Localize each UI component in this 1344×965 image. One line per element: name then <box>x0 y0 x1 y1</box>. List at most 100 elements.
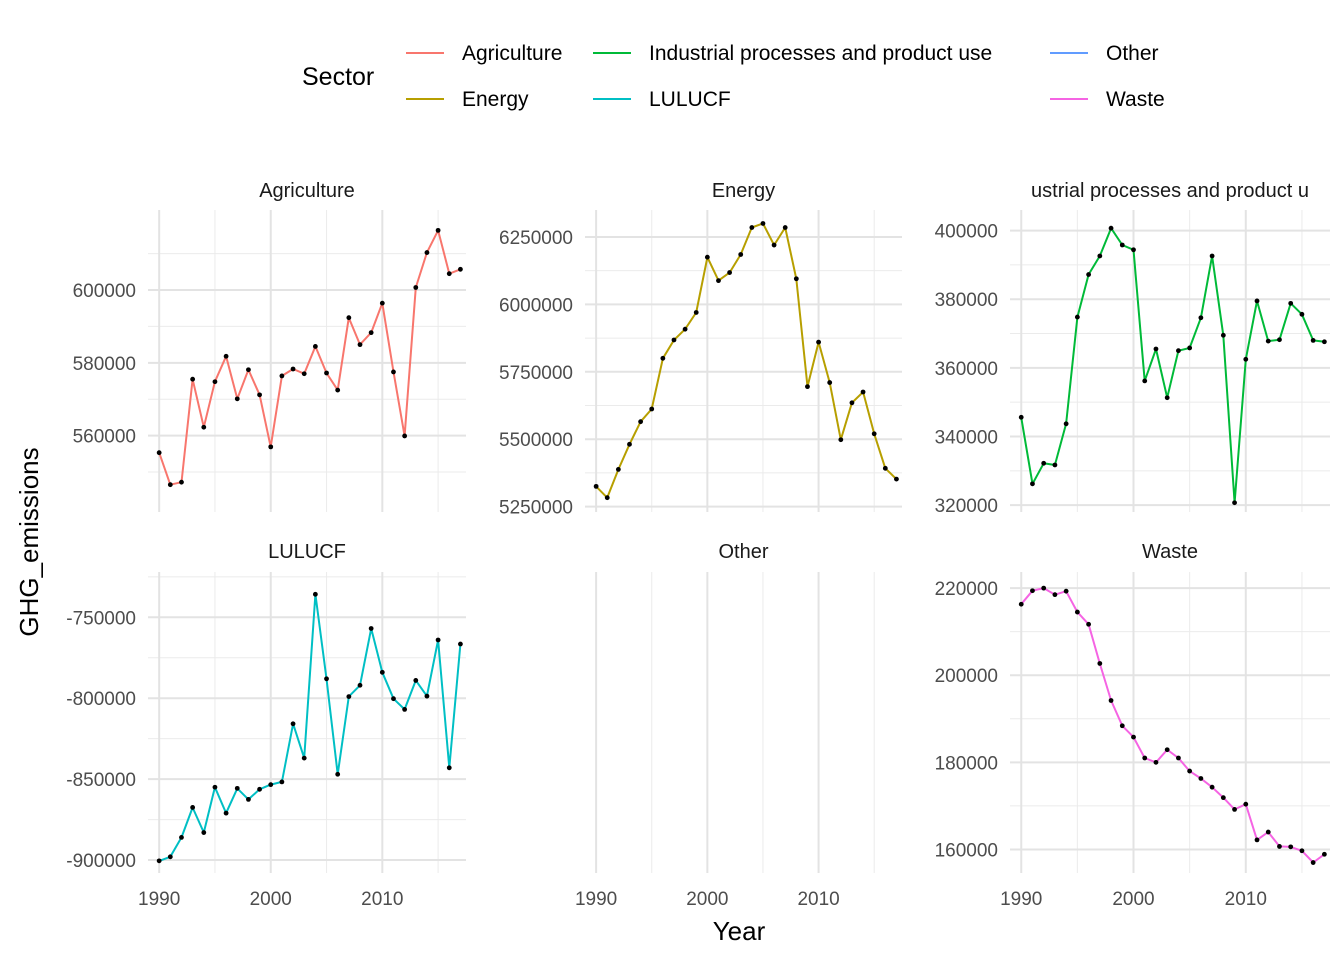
data-point <box>771 242 777 248</box>
data-point <box>1310 860 1316 865</box>
data-point <box>1153 759 1159 765</box>
data-point <box>458 266 463 272</box>
data-point <box>1310 338 1316 343</box>
panel-title-group-energy: Energy <box>712 180 775 202</box>
series-line-agriculture <box>158 229 461 486</box>
data-point <box>1187 345 1193 351</box>
data-point <box>1209 253 1215 259</box>
data-point <box>1288 300 1294 306</box>
y-tick-label: 200000 <box>935 666 998 687</box>
data-point <box>1052 462 1058 468</box>
data-point <box>1131 247 1136 253</box>
data-point <box>324 676 329 682</box>
data-point <box>627 441 632 447</box>
data-point <box>1052 592 1058 598</box>
data-point <box>1299 848 1305 854</box>
data-point <box>190 805 196 810</box>
data-point <box>882 465 888 471</box>
data-point <box>290 721 296 727</box>
data-point <box>649 406 655 412</box>
y-tick-label: -800000 <box>66 689 136 710</box>
legend-label-energy: Energy <box>462 88 529 111</box>
x-tick-label: 1990 <box>575 889 617 910</box>
data-point <box>424 250 430 255</box>
legend-title: Sector <box>302 63 374 91</box>
data-point <box>1265 829 1271 835</box>
data-point <box>1232 807 1237 812</box>
data-point <box>223 810 229 816</box>
data-point <box>156 858 162 864</box>
data-point <box>379 669 385 675</box>
data-point <box>1288 844 1294 850</box>
data-point <box>1030 481 1035 487</box>
data-point <box>816 339 821 345</box>
y-tick-label: 160000 <box>935 840 998 861</box>
data-point <box>1097 253 1103 259</box>
y-tick-label: 600000 <box>73 281 136 302</box>
data-point <box>167 482 173 488</box>
data-point <box>1243 356 1249 362</box>
data-point <box>1041 460 1047 466</box>
data-point <box>234 785 240 791</box>
data-point <box>1030 588 1035 594</box>
data-point <box>223 353 229 359</box>
data-point <box>849 400 855 406</box>
data-point <box>1277 337 1282 343</box>
data-point <box>246 367 251 373</box>
data-point <box>1108 698 1114 703</box>
data-point <box>693 310 699 315</box>
data-point <box>1198 776 1204 781</box>
data-point <box>1074 609 1080 615</box>
data-point <box>446 271 452 277</box>
panel-title-waste: Waste <box>1142 541 1198 563</box>
series-line-industrial-processes-and-product-use <box>1020 227 1325 504</box>
y-tick-label: 220000 <box>935 579 998 600</box>
y-tick-label: 6250000 <box>499 228 573 249</box>
y-tick-label: 360000 <box>935 359 998 380</box>
data-point <box>615 466 621 472</box>
panel-title-energy: Energy <box>712 180 775 202</box>
data-point <box>1176 348 1181 354</box>
data-point <box>1321 339 1327 345</box>
data-point <box>1220 795 1226 801</box>
data-point <box>391 369 396 375</box>
legend-label-other: Other <box>1106 42 1159 65</box>
data-point <box>1265 338 1271 344</box>
y-tick-label: 320000 <box>935 496 998 517</box>
legend-label-industrial-processes-and-product-use: Industrial processes and product use <box>649 42 992 65</box>
data-point <box>782 225 788 230</box>
y-tick-label: 560000 <box>73 427 136 448</box>
data-point <box>838 437 844 443</box>
data-point <box>402 433 408 439</box>
data-point <box>1198 315 1204 321</box>
panel-agriculture: Agriculture 560000 580000 600000 <box>73 180 466 512</box>
data-point <box>1119 242 1125 248</box>
data-point <box>1018 414 1024 420</box>
data-point <box>201 830 207 835</box>
data-point <box>290 366 296 372</box>
legend-item-waste: Waste <box>1050 88 1165 111</box>
data-point <box>435 637 441 643</box>
y-tick-label: 400000 <box>935 222 998 243</box>
x-tick-label: 2010 <box>797 889 839 910</box>
data-point <box>1142 755 1148 761</box>
y-tick-label: 6000000 <box>499 295 573 316</box>
data-point <box>301 371 307 377</box>
data-point <box>593 483 599 489</box>
x-tick-label: 1990 <box>138 889 180 910</box>
data-point <box>1254 298 1260 304</box>
y-tick-label: 5500000 <box>499 430 573 451</box>
data-point <box>312 344 318 349</box>
data-point <box>1131 734 1136 740</box>
data-point <box>413 285 419 290</box>
data-point <box>1119 723 1125 729</box>
y-tick-label: 580000 <box>73 354 136 375</box>
data-point <box>1097 661 1103 666</box>
data-point <box>793 276 799 282</box>
data-point <box>257 392 262 398</box>
data-point <box>167 854 173 860</box>
data-point <box>1243 801 1249 807</box>
data-point <box>346 694 352 700</box>
data-point <box>1321 851 1327 857</box>
y-tick-label: 380000 <box>935 290 998 311</box>
